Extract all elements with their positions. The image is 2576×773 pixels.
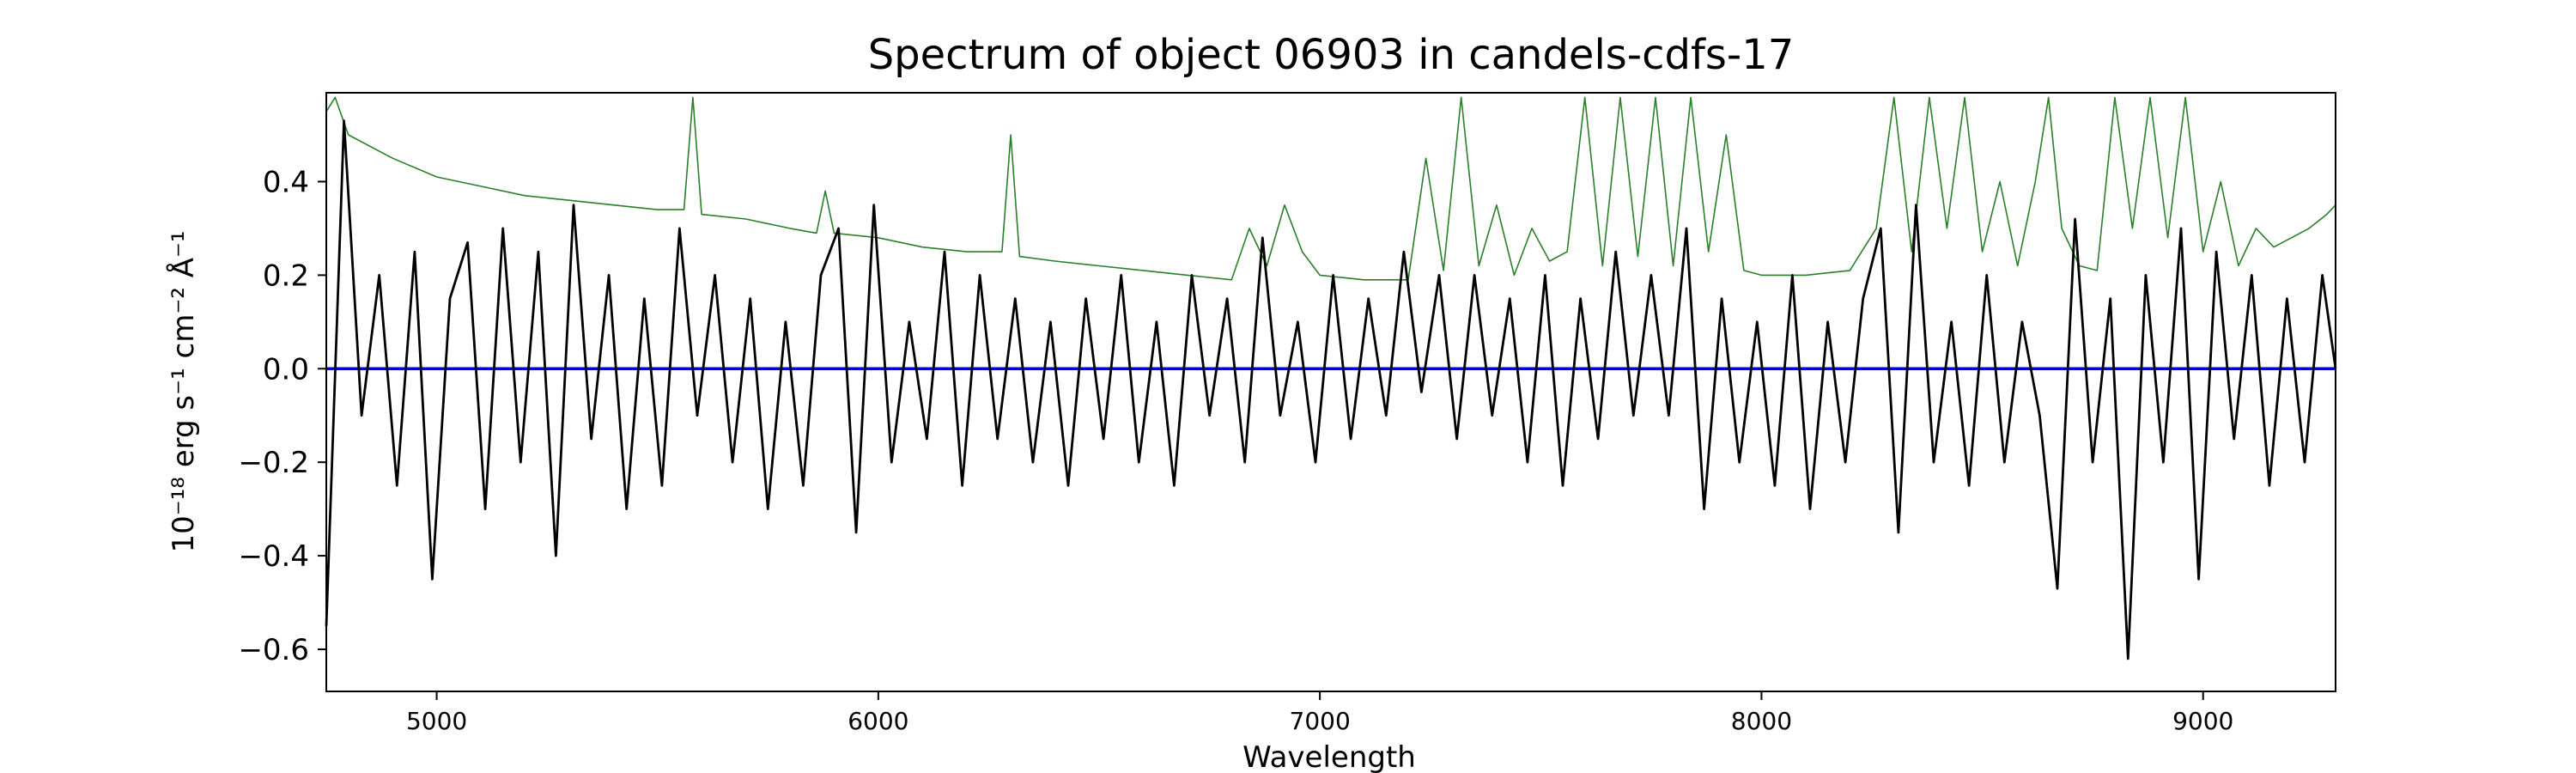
flux-series	[325, 119, 2337, 660]
y-tick-label: 0.4	[263, 165, 309, 199]
x-tick-label: 9000	[2172, 707, 2233, 735]
y-axis-label: 10⁻¹⁸ erg s⁻¹ cm⁻² Å⁻¹	[166, 230, 201, 552]
x-tick-label: 8000	[1731, 707, 1792, 735]
x-tick-label: 6000	[848, 707, 908, 735]
y-axis: −0.6 −0.4 −0.2 0.0 0.2 0.4	[238, 165, 326, 667]
chart-title: Spectrum of object 06903 in candels-cdfs…	[868, 31, 1795, 79]
x-tick-label: 7000	[1290, 707, 1351, 735]
y-tick-label: 0.2	[263, 259, 309, 293]
y-tick-label: −0.4	[238, 539, 309, 574]
y-tick-label: −0.2	[238, 446, 309, 480]
error-series	[325, 96, 2336, 281]
flux-line	[325, 119, 2337, 660]
x-axis-label: Wavelength	[1242, 740, 1416, 773]
x-axis: 5000 6000 7000 8000 9000	[406, 691, 2233, 735]
y-tick-label: −0.6	[238, 633, 309, 667]
y-tick-label: 0.0	[263, 352, 309, 386]
error-line	[325, 96, 2336, 281]
x-tick-label: 5000	[406, 707, 467, 735]
plot-area	[325, 96, 2337, 660]
plot-frame	[325, 92, 2336, 692]
